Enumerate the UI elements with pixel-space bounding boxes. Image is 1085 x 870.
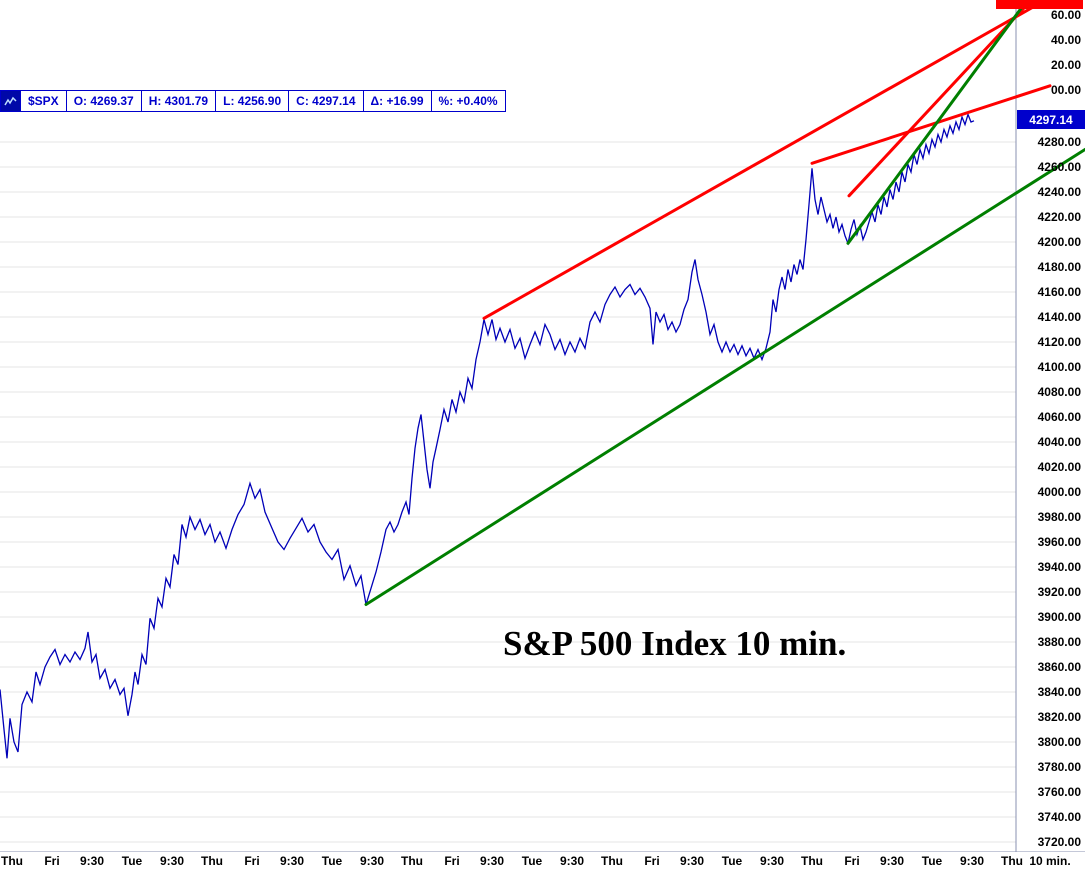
price-axis-label: 3740.00 xyxy=(1037,810,1081,824)
price-axis-label: 4020.00 xyxy=(1037,460,1081,474)
price-axis-label: 4200.00 xyxy=(1037,235,1081,249)
symbol-label: $SPX xyxy=(20,91,66,111)
price-axis-label: 3880.00 xyxy=(1037,635,1081,649)
time-axis-label: Thu xyxy=(1,854,23,868)
time-axis-label: Fri xyxy=(644,854,660,868)
price-axis-label: 4260.00 xyxy=(1037,160,1081,174)
price-axis-label: 4280.00 xyxy=(1037,135,1081,149)
price-axis-label: 3760.00 xyxy=(1037,785,1081,799)
time-axis-label: Tue xyxy=(921,854,943,868)
percent-change-field: %: +0.40% xyxy=(430,91,505,111)
chart-title-annotation: S&P 500 Index 10 min. xyxy=(503,624,847,663)
high-field: H: 4301.79 xyxy=(140,91,215,111)
time-axis[interactable]: Thu Fri 9:30 Tue 9:30 Thu Fri 9:30 Tue 9:30 Thu Fri… xyxy=(0,852,1085,870)
time-axis-label: Thu xyxy=(401,854,423,868)
time-axis-label: Tue xyxy=(121,854,143,868)
time-axis-label: Thu xyxy=(201,854,223,868)
price-axis-label: 4180.00 xyxy=(1037,260,1081,274)
time-axis-label: Fri xyxy=(44,854,60,868)
price-axis-label: 20.00 xyxy=(1050,58,1081,72)
chart-legend[interactable]: $SPX O: 4269.37 H: 4301.79 L: 4256.90 C:… xyxy=(0,90,506,112)
time-axis-label: 9:30 xyxy=(359,854,385,868)
low-field: L: 4256.90 xyxy=(215,91,288,111)
time-axis-label: Fri xyxy=(444,854,460,868)
price-axis-label: 3860.00 xyxy=(1037,660,1081,674)
price-axis-label: 3840.00 xyxy=(1037,685,1081,699)
time-axis-label: 9:30 xyxy=(959,854,985,868)
time-axis-label: 10 min. xyxy=(1029,854,1071,868)
price-axis-label: 3820.00 xyxy=(1037,710,1081,724)
price-axis-label: 3720.00 xyxy=(1037,835,1081,849)
trendline-red-upper-steep[interactable] xyxy=(847,4,1028,198)
price-axis-label: 4160.00 xyxy=(1037,285,1081,299)
price-axis-label: 4100.00 xyxy=(1037,360,1081,374)
trendline-red-upper-short[interactable] xyxy=(810,84,1052,165)
time-axis-label: Tue xyxy=(321,854,343,868)
price-axis-label: 3800.00 xyxy=(1037,735,1081,749)
price-axis[interactable]: 4297.14 60.00 40.00 20.00 00.00 4280.00 4260.… xyxy=(1016,0,1085,852)
price-axis-label: 4000.00 xyxy=(1037,485,1081,499)
line-chart-icon xyxy=(1,91,20,111)
price-axis-label: 3780.00 xyxy=(1037,760,1081,774)
price-axis-label: 4080.00 xyxy=(1037,385,1081,399)
time-axis-label: Fri xyxy=(244,854,260,868)
time-axis-label: 9:30 xyxy=(279,854,305,868)
price-axis-label: 3980.00 xyxy=(1037,510,1081,524)
price-axis-label: 40.00 xyxy=(1050,33,1081,47)
price-axis-label: 4120.00 xyxy=(1037,335,1081,349)
price-axis-label: 3940.00 xyxy=(1037,560,1081,574)
price-axis-label: 3920.00 xyxy=(1037,585,1081,599)
time-axis-label: Thu xyxy=(801,854,823,868)
time-axis-label: 9:30 xyxy=(679,854,705,868)
trendline-red-upper-main[interactable] xyxy=(482,0,1044,320)
last-price-badge: 4297.14 xyxy=(1017,110,1085,129)
price-axis-label: 60.00 xyxy=(1050,8,1081,22)
time-axis-label: 9:30 xyxy=(159,854,185,868)
price-axis-label: 4240.00 xyxy=(1037,185,1081,199)
time-axis-label: 9:30 xyxy=(479,854,505,868)
price-axis-label: 4140.00 xyxy=(1037,310,1081,324)
time-axis-label: Fri xyxy=(844,854,860,868)
close-field: C: 4297.14 xyxy=(288,91,362,111)
time-axis-label: 9:30 xyxy=(759,854,785,868)
open-field: O: 4269.37 xyxy=(65,91,141,111)
price-axis-label: 00.00 xyxy=(1050,83,1081,97)
price-line xyxy=(0,112,975,759)
time-axis-label: 9:30 xyxy=(879,854,905,868)
price-axis-label: 4060.00 xyxy=(1037,410,1081,424)
price-axis-label: 4040.00 xyxy=(1037,435,1081,449)
time-axis-label: 9:30 xyxy=(559,854,585,868)
top-right-red-marker[interactable] xyxy=(996,0,1083,9)
change-field: Δ: +16.99 xyxy=(362,91,431,111)
time-axis-label: 9:30 xyxy=(79,854,105,868)
trendline-green-lower-steep[interactable] xyxy=(846,4,1025,245)
time-axis-label: Thu xyxy=(1001,854,1023,868)
price-axis-label: 3900.00 xyxy=(1037,610,1081,624)
time-axis-label: Thu xyxy=(601,854,623,868)
trendline-green-lower-main[interactable] xyxy=(364,148,1085,606)
time-axis-label: Tue xyxy=(521,854,543,868)
price-axis-label: 4220.00 xyxy=(1037,210,1081,224)
time-axis-label: Tue xyxy=(721,854,743,868)
price-axis-label: 3960.00 xyxy=(1037,535,1081,549)
